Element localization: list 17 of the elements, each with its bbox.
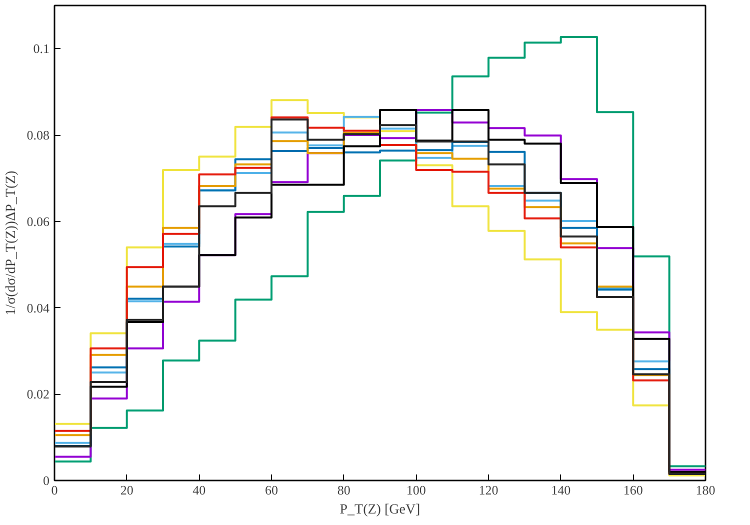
x-tick-label: 180 [696, 482, 716, 498]
x-axis-title: P_T(Z) [GeV] [340, 502, 420, 518]
x-tick-label: 40 [192, 482, 206, 498]
y-tick-label: 0.02 [26, 386, 50, 402]
x-tick-label: 100 [406, 482, 426, 498]
x-tick-label: 120 [478, 482, 498, 498]
x-tick-label: 160 [623, 482, 643, 498]
y-tick-label: 0.1 [33, 41, 50, 56]
y-tick-label: 0.06 [26, 214, 50, 229]
y-tick-label: 0 [43, 473, 50, 488]
x-tick-label: 60 [265, 482, 278, 498]
y-tick-label: 0.04 [26, 300, 50, 316]
x-tick-label: 140 [551, 482, 571, 498]
y-axis-title: 1/σ(dσ/dP_T(Z))ΔP_T(Z) [4, 170, 19, 316]
x-tick-label: 80 [337, 482, 350, 498]
y-tick-label: 0.08 [26, 128, 50, 143]
x-tick-label: 20 [120, 482, 134, 498]
